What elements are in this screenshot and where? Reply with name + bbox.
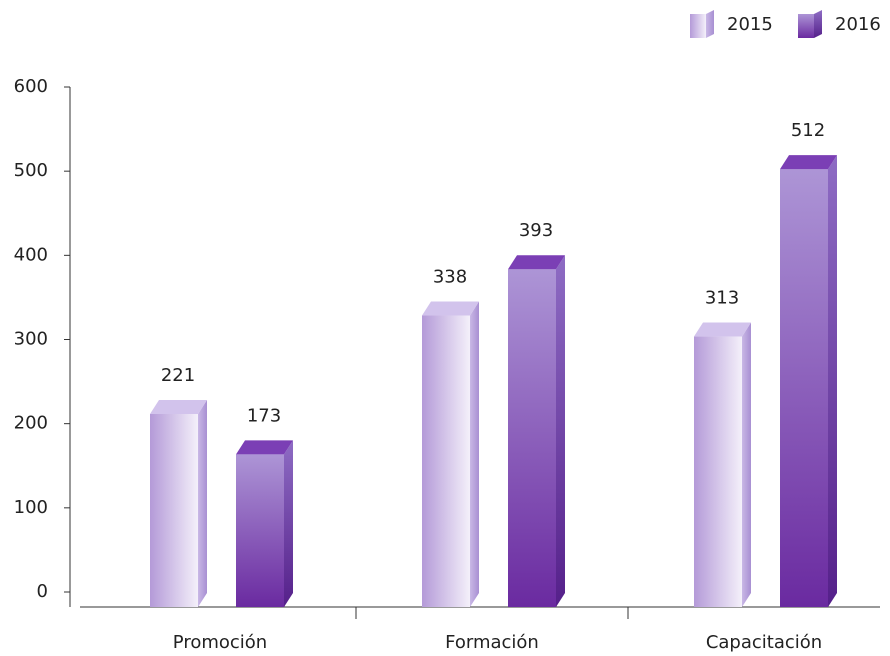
bar-front <box>694 336 742 607</box>
legend-swatch <box>798 14 814 38</box>
value-label: 512 <box>791 120 825 141</box>
y-tick-label: 600 <box>14 76 48 97</box>
x-tick-label: Capacitación <box>706 632 822 653</box>
bar-top <box>422 301 479 316</box>
bar-top <box>508 255 565 270</box>
y-tick-label: 300 <box>14 329 48 350</box>
value-label: 173 <box>247 405 281 426</box>
legend-label: 2015 <box>727 14 773 35</box>
bar-front <box>236 454 284 607</box>
x-tick-label: Formación <box>445 632 539 653</box>
x-tick-label: Promoción <box>173 632 267 653</box>
bar <box>422 301 479 607</box>
bar <box>508 255 565 607</box>
legend-swatch-side <box>706 10 714 38</box>
bar-side <box>742 322 751 607</box>
legend-label: 2016 <box>835 14 881 35</box>
bar-top <box>694 322 751 337</box>
y-tick-label: 500 <box>14 160 48 181</box>
legend-swatch <box>690 14 706 38</box>
bar-front <box>422 315 470 607</box>
value-label: 221 <box>161 365 195 386</box>
bar-side <box>556 255 565 607</box>
bar-top <box>150 399 207 414</box>
bar <box>694 322 751 607</box>
value-label: 338 <box>433 267 467 288</box>
bar <box>150 399 207 607</box>
legend-swatch-side <box>814 10 822 38</box>
bar-side <box>284 440 293 607</box>
value-label: 393 <box>519 220 553 241</box>
y-tick-label: 400 <box>14 244 48 265</box>
bar-side <box>828 155 837 608</box>
bar <box>780 155 837 608</box>
bar-top <box>780 155 837 170</box>
y-tick-label: 200 <box>14 413 48 434</box>
bar-front <box>150 413 198 607</box>
bar-front <box>780 169 828 608</box>
bar-front <box>508 269 556 607</box>
bar-top <box>236 440 293 455</box>
bar-side <box>470 301 479 607</box>
value-label: 313 <box>705 288 739 309</box>
y-tick-label: 0 <box>37 581 48 602</box>
y-tick-label: 100 <box>14 497 48 518</box>
bar <box>236 440 293 607</box>
bar-side <box>198 399 207 607</box>
